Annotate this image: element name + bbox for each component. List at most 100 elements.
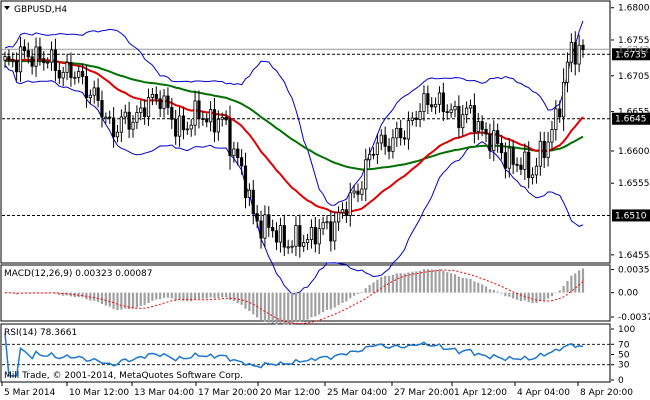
macd-histogram-bar — [461, 277, 464, 293]
macd-histogram-bar — [531, 292, 534, 304]
candle-body — [468, 105, 473, 109]
macd-histogram-bar — [178, 292, 181, 300]
symbol-menu-icon[interactable] — [4, 6, 10, 10]
macd-histogram-bar — [488, 289, 491, 293]
candle-body — [208, 109, 213, 123]
macd-histogram-bar — [139, 292, 142, 306]
candle-body — [430, 104, 434, 108]
time-axis-label: 20 Mar 12:00 — [260, 388, 320, 398]
macd-histogram-bar — [558, 290, 561, 293]
macd-histogram-bar — [225, 292, 228, 298]
candle-body — [267, 214, 271, 228]
candle-body — [313, 227, 317, 245]
candle-body — [189, 124, 193, 130]
macd-histogram-bar — [364, 288, 367, 293]
candle-body — [542, 140, 546, 159]
macd-histogram-bar — [384, 275, 387, 293]
macd-histogram-bar — [574, 273, 577, 293]
candle-body — [472, 105, 476, 132]
macd-histogram-bar — [318, 292, 321, 315]
macd-histogram-bar — [279, 292, 282, 324]
candle-body — [507, 147, 511, 169]
candle-body — [181, 115, 186, 131]
macd-histogram-bar — [162, 292, 166, 298]
macd-histogram-bar — [201, 292, 204, 299]
candle-body — [247, 189, 251, 198]
macd-histogram-bar — [395, 273, 398, 293]
level-price-label: 1.6510 — [615, 211, 647, 221]
candle-body — [437, 92, 442, 105]
macd-histogram-bar — [411, 271, 414, 293]
candle-body — [201, 118, 205, 120]
price-axis-label: 1.6800 — [618, 4, 650, 14]
candle-body — [344, 209, 348, 216]
candle-body — [492, 130, 496, 151]
macd-histogram-bar — [434, 269, 437, 293]
macd-histogram-bar — [93, 292, 96, 301]
candle-body — [193, 100, 197, 126]
macd-histogram-bar — [294, 292, 298, 323]
candle-body — [100, 100, 104, 118]
candle-body — [263, 214, 267, 239]
candle-body — [243, 165, 248, 198]
macd-histogram-bar — [477, 282, 480, 293]
macd-histogram-bar — [263, 292, 267, 322]
rsi-panel-frame — [0, 323, 611, 383]
macd-histogram-bar — [484, 286, 488, 293]
macd-histogram-bar — [174, 292, 177, 301]
macd-histogram-bar — [415, 271, 418, 293]
macd-histogram-bar — [155, 292, 158, 300]
time-axis-label: 4 Apr 04:00 — [517, 388, 570, 398]
macd-histogram-bar — [267, 292, 270, 323]
candle-body — [228, 119, 232, 156]
candle-body — [503, 152, 508, 169]
macd-histogram-bar — [550, 292, 554, 297]
candle-body — [499, 143, 504, 154]
candle-body — [26, 50, 30, 58]
macd-histogram-bar — [221, 292, 224, 298]
candle-body — [562, 81, 566, 118]
macd-histogram-bar — [42, 292, 45, 294]
macd-histogram-bar — [46, 292, 49, 294]
candle-body — [205, 118, 209, 123]
candle-body — [139, 107, 143, 113]
candle-body — [42, 58, 46, 64]
macd-axis-label: -0.00375 — [618, 313, 650, 323]
candle-body — [271, 227, 275, 232]
candle-body — [240, 157, 244, 167]
macd-histogram-bar — [244, 292, 247, 309]
macd-histogram-bar — [345, 292, 348, 302]
macd-histogram-bar — [89, 292, 92, 301]
time-axis-label: 25 Mar 04:00 — [327, 388, 387, 398]
candle-body — [569, 42, 573, 63]
candle-body — [3, 56, 7, 61]
level-price-tag — [612, 48, 650, 61]
candle-body — [22, 46, 26, 52]
macd-histogram-bar — [535, 292, 538, 303]
candle-body — [418, 111, 422, 120]
macd-panel — [3, 268, 585, 325]
macd-histogram-bar — [135, 292, 138, 308]
macd-panel-frame — [0, 264, 611, 322]
candle-body — [309, 227, 314, 241]
candle-body — [573, 42, 577, 65]
macd-histogram-bar — [356, 292, 360, 294]
candle-body — [127, 111, 131, 130]
candle-body — [73, 76, 77, 79]
macd-histogram-bar — [543, 292, 546, 301]
macd-axis-label: 0.00356 — [618, 266, 650, 276]
candle-body — [123, 111, 127, 118]
candle-body — [146, 97, 151, 118]
macd-histogram-bar — [442, 270, 445, 293]
candle-body — [224, 116, 228, 121]
candle-body — [290, 245, 294, 248]
macd-histogram-bar — [566, 281, 569, 293]
candle-body — [11, 59, 15, 62]
candle-body — [143, 107, 147, 118]
macd-histogram-bar — [182, 292, 185, 301]
macd-histogram-bar — [159, 292, 162, 300]
macd-histogram-bar — [500, 292, 503, 294]
time-axis-label: 27 Mar 20:00 — [394, 388, 454, 398]
macd-histogram-bar — [205, 292, 208, 299]
